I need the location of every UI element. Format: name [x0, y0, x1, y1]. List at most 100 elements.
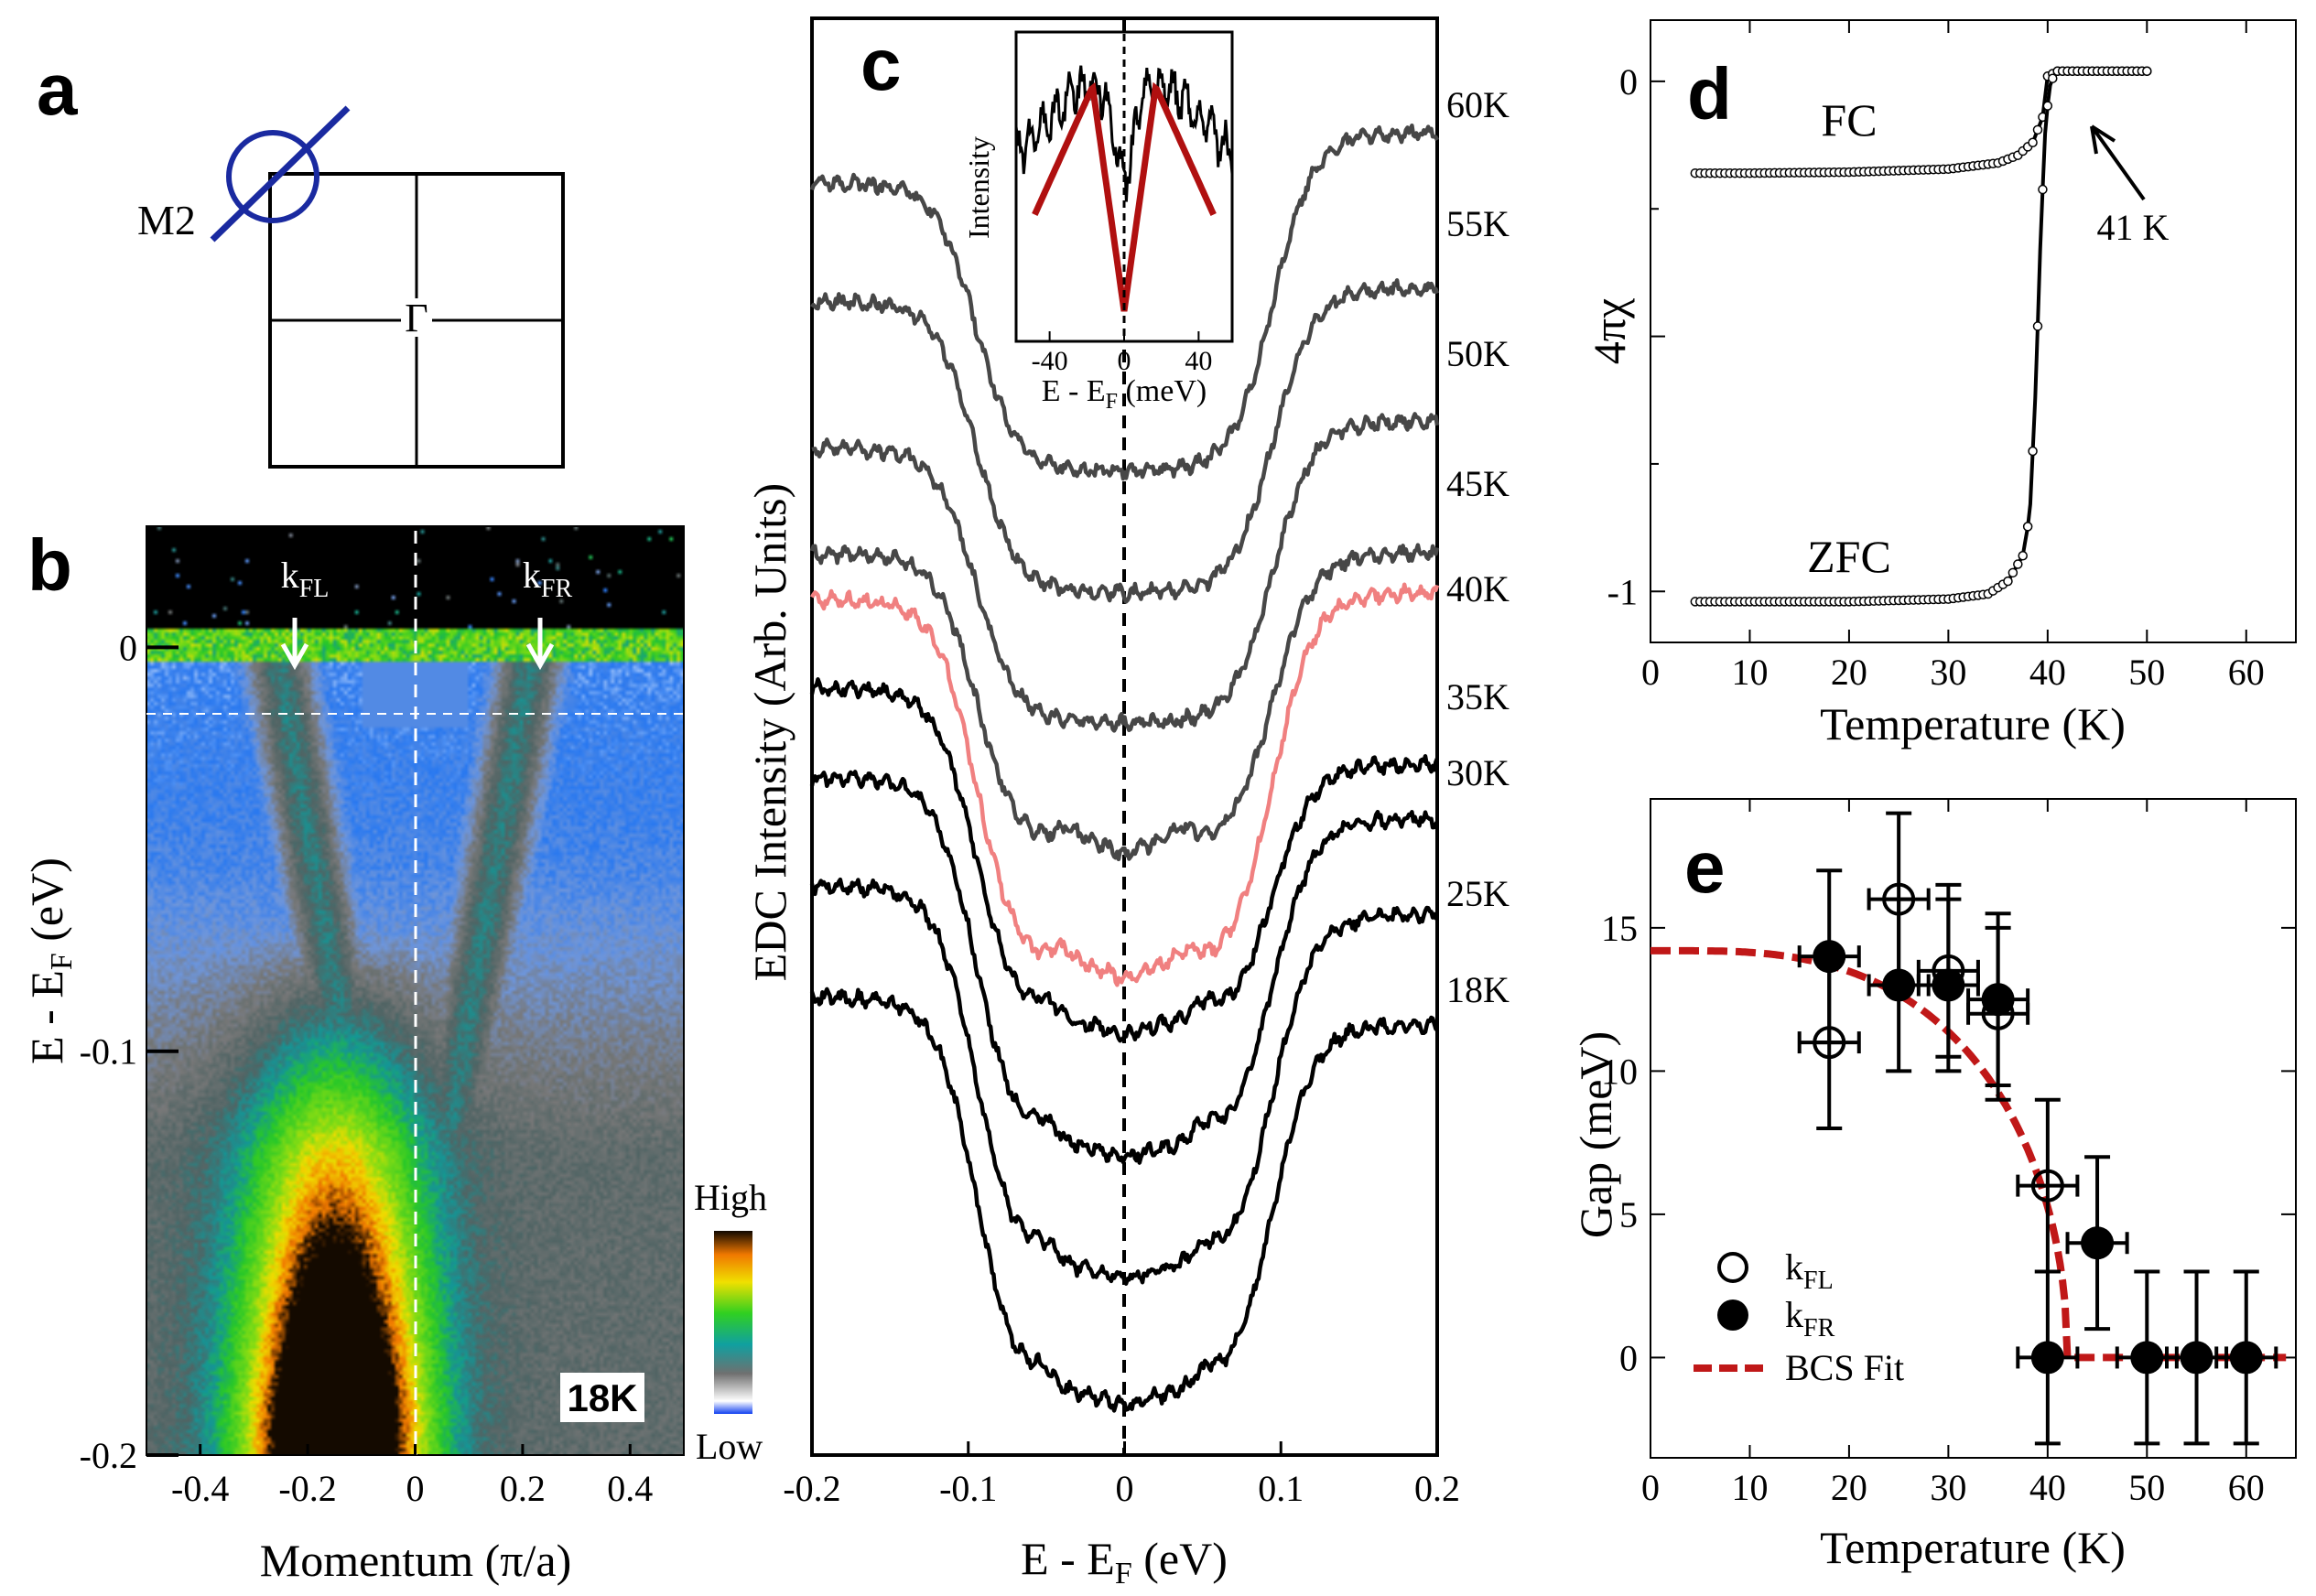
- edc-label-25K: 25K: [1446, 873, 1510, 914]
- point-kfr: [2229, 1341, 2263, 1375]
- point-kfr: [2180, 1341, 2213, 1375]
- legend-fit-label: BCS Fit: [1785, 1347, 1904, 1388]
- y-tick-label-b: -0.2: [80, 1435, 137, 1476]
- tc-annotation: 41 K: [2097, 207, 2170, 248]
- point-kfr: [1882, 968, 1916, 1002]
- x-tick-label-c: -0.2: [783, 1468, 840, 1509]
- temp-label-bg: [560, 1373, 644, 1422]
- gap-points: [1797, 811, 2278, 1446]
- marker-ZFC: [2042, 101, 2053, 111]
- inset-x-tick-label: -40: [1032, 346, 1068, 376]
- panel-b: b -0.4 -0.2 0 0.2 0.40-0.1-0.2 kFL kFR 18K H…: [21, 524, 767, 1586]
- y-tick-label-b: -0.1: [80, 1031, 137, 1073]
- marker-ZFC: [2048, 73, 2058, 83]
- x-tick-label-c: 0.2: [1414, 1468, 1460, 1509]
- edc-label-40K: 40K: [1446, 568, 1510, 609]
- legend-kfr-label: kFR: [1785, 1294, 1835, 1343]
- x-tick-label-e: 10: [1731, 1467, 1768, 1508]
- panel-label-b: b: [27, 524, 72, 606]
- legend-kfl-label: kFL: [1785, 1246, 1834, 1295]
- m2-circle: [226, 130, 319, 223]
- inset-x-tick-label: 0: [1118, 346, 1131, 376]
- marker-ZFC: [2018, 550, 2028, 561]
- x-tick-label-e: 40: [2029, 1467, 2066, 1508]
- marker-ZFC: [2003, 576, 2013, 587]
- x-tick-label-d: 60: [2228, 652, 2265, 693]
- kfr-arrow: [525, 618, 555, 671]
- colorbar: [714, 1231, 752, 1414]
- x-tick-label-e: 50: [2128, 1467, 2165, 1508]
- axes-d: 0 10 20 30 40 50 600-1: [1607, 20, 2265, 693]
- y-tick-label-d: 0: [1619, 61, 1638, 102]
- inset-c: -40 0 40 E - EF (meV) Intensity: [962, 30, 1234, 414]
- gamma-label-bg: [401, 298, 432, 337]
- edc-curve-60K: [809, 123, 1440, 481]
- colorbar-low-label: Low: [696, 1426, 763, 1467]
- marker-ZFC: [2022, 522, 2033, 532]
- x-tick-label-d: 30: [1930, 652, 1966, 693]
- inset-x-tick-label: 40: [1185, 346, 1212, 376]
- x-tick-label-b: 0.4: [607, 1468, 653, 1509]
- panel-label-e: e: [1684, 826, 1726, 908]
- edc-curve-55K: [810, 278, 1440, 604]
- edc-temperature-labels: 18K 25K 30K 35K 40K 45K 50K 55K 60K: [1446, 84, 1510, 1010]
- edc-curve-18K: [809, 987, 1439, 1413]
- panel-label-d: d: [1687, 53, 1732, 135]
- x-tick-label-d: 40: [2029, 652, 2066, 693]
- y-tick-label-e: 10: [1601, 1051, 1638, 1092]
- edc-curve-50K: [811, 412, 1440, 733]
- y-tick-label-e: 5: [1619, 1194, 1638, 1235]
- marker-ZFC: [2038, 184, 2048, 195]
- plot-frame-d: [1650, 19, 2297, 643]
- x-tick-label-c: 0.1: [1258, 1468, 1304, 1509]
- legend-e: kFL kFR BCS Fit: [1694, 1246, 1904, 1388]
- panel-d: d 0 10 20 30 40 50 600-1 FC ZFC 41 K Temperatu…: [1584, 19, 2297, 749]
- edc-curves: [809, 123, 1440, 1413]
- x-tick-label-c: -0.1: [939, 1468, 997, 1509]
- kfl-arrow: [280, 618, 309, 671]
- gamma-label: Γ: [405, 296, 427, 340]
- panel-label-a: a: [37, 49, 78, 130]
- colorbar-high-label: High: [694, 1177, 767, 1218]
- point-kfl: [2030, 1169, 2064, 1202]
- point-kfr: [1932, 968, 1965, 1002]
- inset-data-curve: [1014, 65, 1234, 202]
- marker-ZFC: [2028, 446, 2038, 457]
- edc-label-60K: 60K: [1446, 84, 1510, 125]
- y-tick-label-e: 15: [1601, 908, 1638, 949]
- inset-y-label: Intensity: [962, 136, 995, 239]
- x-tick-label-e: 0: [1641, 1467, 1660, 1508]
- x-tick-label-b: 0.2: [500, 1468, 546, 1509]
- m2-label: M2: [137, 197, 196, 243]
- inset-fit-curve: [1032, 81, 1217, 312]
- x-tick-label-e: 20: [1831, 1467, 1867, 1508]
- temp-label: 18K: [567, 1376, 637, 1419]
- point-kfr: [2130, 1341, 2164, 1375]
- panel-a: a M2 Γ: [37, 49, 565, 469]
- legend-kfr-marker: [1717, 1299, 1748, 1331]
- x-tick-label-d: 10: [1731, 652, 1768, 693]
- edc-curve-45K: [809, 543, 1440, 862]
- x-tick-label-c: 0: [1116, 1468, 1134, 1509]
- point-kfr: [2081, 1226, 2115, 1260]
- inset-axes: -40 0 40: [1032, 331, 1212, 376]
- x-axis-label-c: E - EF (eV): [1021, 1533, 1228, 1591]
- x-axis-label-e: Temperature (K): [1820, 1522, 2126, 1573]
- y-tick-label-d: -1: [1607, 571, 1638, 612]
- marker-ZFC: [2008, 567, 2018, 578]
- edc-label-45K: 45K: [1446, 463, 1510, 504]
- curve-ZFC: [1694, 69, 2148, 604]
- bcs-fit-curve: [1650, 946, 2287, 1362]
- y-axis-label-d: 4πχ: [1584, 298, 1635, 364]
- marker-ZFC: [2142, 66, 2152, 76]
- edc-curve-40K: [810, 582, 1440, 987]
- x-tick-label-d: 0: [1641, 652, 1660, 693]
- marker-ZFC: [2032, 321, 2043, 331]
- bcs-fit: [1650, 946, 2287, 1362]
- point-kfr: [1813, 940, 1846, 974]
- marker-FC: [2032, 124, 2043, 135]
- axes-c: -0.2 -0.1 0 0.1 0.2: [783, 1441, 1460, 1509]
- point-kfr: [1981, 983, 2015, 1017]
- y-axis-label-e: Gap (meV): [1570, 1031, 1621, 1238]
- point-kfr: [2030, 1341, 2064, 1375]
